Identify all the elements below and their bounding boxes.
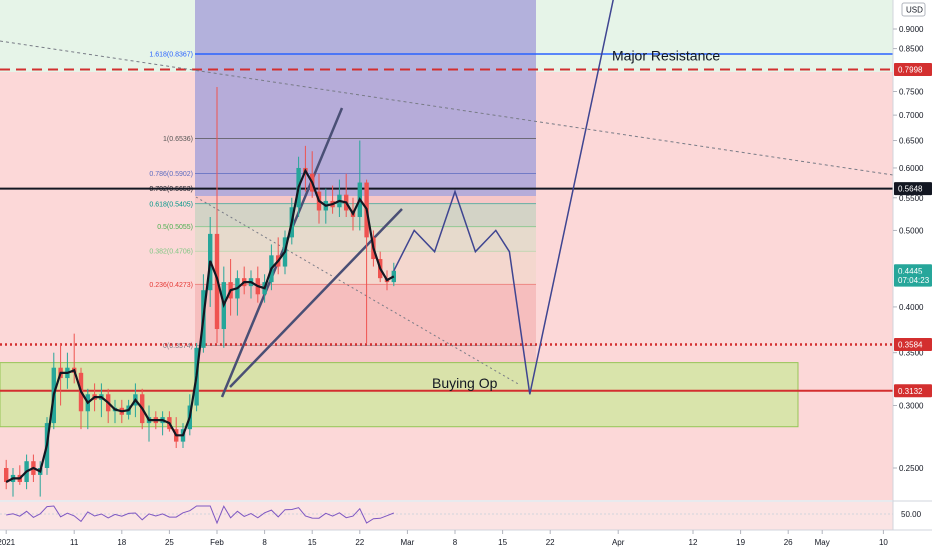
price-badge-label: 07:04:23: [898, 276, 930, 285]
x-tick-label: 22: [546, 538, 555, 547]
buying-op-label: Buying Op: [432, 375, 498, 391]
major-resistance-label: Major Resistance: [612, 47, 720, 63]
candle-body: [4, 468, 9, 482]
y-tick-label: 0.5500: [899, 194, 924, 203]
x-tick-label: Feb: [210, 538, 224, 547]
y-tick-label: 0.7000: [899, 111, 924, 120]
channel-upper-line: [220, 107, 344, 398]
x-tick-label: May: [815, 538, 830, 547]
x-tick-label: 25: [165, 538, 174, 547]
x-tick-label: 19: [736, 538, 745, 547]
y-tick-label: 0.8500: [899, 45, 924, 54]
y-tick-label: 0.6500: [899, 137, 924, 146]
trade-zone-purple: [195, 0, 536, 196]
x-tick-label: 18: [117, 538, 126, 547]
price-badge: [894, 273, 932, 287]
fib-level-label: 0.618(0.5405): [149, 201, 193, 208]
x-tick-label: Apr: [612, 538, 625, 547]
price-badge-label: 0.5648: [898, 185, 923, 194]
long-trendline: [0, 40, 893, 176]
fib-level-label: 0.5(0.5055): [157, 224, 193, 231]
x-tick-label: 8: [453, 538, 458, 547]
y-tick-label: 0.2500: [899, 464, 924, 473]
moving-average-line: [5, 168, 395, 483]
x-tick-label: 12: [689, 538, 698, 547]
y-tick-label: 0.9000: [899, 25, 924, 34]
price-badge-label: 0.7998: [898, 65, 923, 74]
currency-label: USD: [906, 6, 923, 15]
fib-level-label: 0.382(0.4706): [149, 249, 193, 256]
y-tick-label: 0.3000: [899, 402, 924, 411]
fib-level-label: 0(0.3574): [163, 343, 193, 350]
indicator-pane: [0, 502, 893, 530]
price-badge: [894, 62, 932, 76]
indicator-label: 50.00: [901, 510, 922, 519]
x-tick-label: 10: [879, 538, 888, 547]
y-tick-label: 0.7500: [899, 87, 924, 96]
y-tick-label: 0.6000: [899, 164, 924, 173]
y-tick-label: 0.3500: [899, 349, 924, 358]
x-tick-label: 15: [308, 538, 317, 547]
x-tick-label: 22: [355, 538, 364, 547]
currency-box[interactable]: [901, 2, 926, 17]
fib-level-label: 0.786(0.5902): [149, 171, 193, 178]
x-tick-label: 26: [784, 538, 793, 547]
fib-band: [195, 284, 536, 346]
x-tick-label: Mar: [401, 538, 415, 547]
price-badge-label: 0.3584: [898, 341, 923, 350]
price-badge: [894, 384, 932, 398]
fib-level-label: 0.236(0.4273): [149, 282, 193, 289]
price-badge-label: 0.4445: [898, 267, 923, 276]
x-tick-label: 2021: [0, 538, 16, 547]
buying-zone: [0, 362, 799, 428]
y-tick-label: 0.5000: [899, 226, 924, 235]
x-tick-label: 15: [498, 538, 507, 547]
x-tick-label: 8: [262, 538, 267, 547]
x-tick-label: 11: [70, 538, 79, 547]
price-badge: [894, 338, 932, 352]
projection-path: [393, 0, 614, 395]
price-badge-label: 0.3132: [898, 387, 923, 396]
price-badge: [894, 182, 932, 196]
fib-level-label: 1(0.6536): [163, 136, 193, 143]
fib-level-label: 1.618(0.8367): [149, 51, 193, 58]
indicator-line: [6, 505, 394, 525]
y-tick-label: 0.4000: [899, 303, 924, 312]
